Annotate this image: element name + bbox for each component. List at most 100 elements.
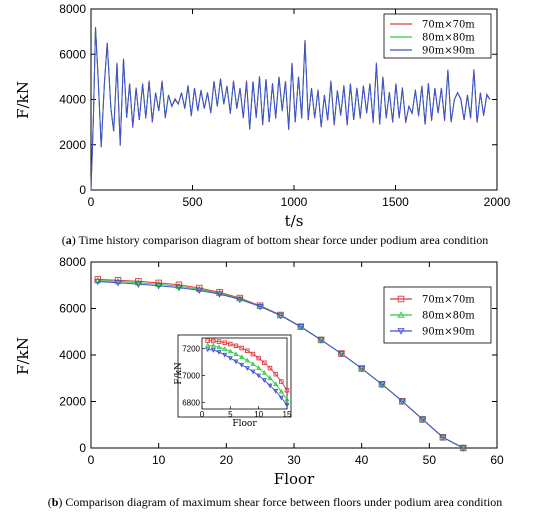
inset-series-line-3: [208, 349, 287, 405]
inset-frame: [178, 335, 291, 417]
inset-point-3: [217, 351, 221, 354]
chart-b-point-3: [460, 446, 466, 451]
chart-a-legend-label: 70m×70m: [422, 20, 475, 31]
chart-b-point-1: [318, 337, 324, 343]
chart-b-point-3: [379, 382, 385, 387]
chart-b-y-axis-label: F/kN: [14, 337, 32, 375]
chart-b-point-3: [217, 292, 223, 297]
chart-b-series-line-2: [98, 281, 463, 448]
caption-a-text: Time history comparison diagram of botto…: [78, 233, 488, 247]
chart-b-point-3: [359, 366, 365, 371]
chart-b-point-2: [318, 337, 324, 342]
chart-a: 0 500 1000 1500 2000 0 2000 4000 6000 8000 70m×70…: [0, 0, 550, 230]
chart-b-point-3: [420, 417, 426, 422]
inset-point-2: [206, 344, 210, 347]
inset-x-tick-label: 0: [200, 410, 205, 419]
chart-a-legend: 70m×70m 80m×80m 90m×90m: [384, 14, 491, 58]
chart-b-point-3: [196, 288, 202, 293]
inset-y-tick-label: 7200: [182, 345, 200, 354]
inset-point-3: [274, 389, 278, 392]
inset-x-tick-label: 15: [283, 410, 292, 419]
chart-b-x-tick-label: 50: [423, 453, 437, 467]
inset-point-1: [223, 341, 227, 345]
inset-point-2: [274, 382, 278, 385]
inset-point-3: [285, 404, 289, 407]
chart-b-point-1: [339, 351, 345, 357]
chart-b-point-3: [136, 282, 142, 287]
chart-b-point-3: [440, 435, 446, 440]
chart-b-point-1: [278, 312, 284, 318]
inset-point-3: [280, 396, 284, 399]
chart-b-point-1: [176, 282, 182, 288]
inset-plot-frame: [202, 338, 287, 409]
chart-b-point-2: [115, 279, 121, 284]
chart-b-point-1: [359, 366, 365, 372]
chart-b-x-tick-label: 40: [355, 453, 369, 467]
inset-point-3: [234, 360, 238, 363]
chart-b-plot-frame: [91, 262, 497, 448]
inset-point-1: [217, 340, 221, 344]
inset-x-tick-label: 5: [228, 410, 233, 419]
chart-b-point-3: [399, 399, 405, 404]
inset-point-3: [268, 384, 272, 387]
chart-b-point-2: [278, 312, 284, 317]
inset-point-3: [229, 357, 233, 360]
inset-series-line-2: [208, 345, 287, 399]
chart-b-x-tick-label: 30: [287, 453, 301, 467]
chart-b-point-2: [339, 351, 345, 356]
inset-point-2: [229, 350, 233, 353]
chart-b-point-1: [115, 277, 121, 283]
chart-b-legend: 70m×70m80m×80m90m×90m: [384, 287, 491, 343]
inset-point-3: [246, 367, 250, 370]
chart-b-point-3: [257, 304, 263, 309]
chart-b-legend-marker: [398, 329, 404, 334]
chart-b-point-1: [460, 445, 466, 451]
inset-point-2: [263, 371, 267, 374]
inset-point-2: [212, 344, 216, 347]
inset-point-2: [223, 347, 227, 350]
chart-a-x-tick-label: 500: [182, 195, 202, 209]
chart-b-point-3: [95, 279, 101, 284]
chart-b-point-3: [156, 283, 162, 288]
chart-b-point-2: [95, 278, 101, 283]
inset-point-1: [212, 339, 216, 343]
inset-point-1: [246, 349, 250, 353]
chart-b-point-3: [278, 313, 284, 318]
chart-b-y-tick-label: 8000: [59, 255, 86, 269]
chart-b-point-1: [257, 303, 263, 309]
chart-b-y-tick-label: 4000: [59, 348, 86, 362]
caption-a-tag: a: [66, 233, 72, 247]
chart-b-point-1: [196, 285, 202, 291]
chart-b-legend-label: 70m×70m: [422, 295, 475, 306]
chart-a-x-tick-label: 2000: [484, 195, 511, 209]
chart-a-legend-label: 80m×80m: [422, 33, 475, 44]
chart-a-y-tick-label: 8000: [59, 2, 86, 16]
chart-b-legend-label: 80m×80m: [422, 311, 475, 322]
chart-a-y-tick-label: 4000: [59, 93, 86, 107]
chart-a-y-tick-label: 0: [79, 183, 86, 197]
chart-b-point-3: [237, 297, 243, 302]
inset-point-3: [263, 379, 267, 382]
chart-b-point-1: [237, 295, 243, 301]
inset-point-3: [240, 363, 244, 366]
inset-point-1: [285, 388, 289, 392]
chart-b-point-2: [237, 296, 243, 301]
inset-point-3: [212, 349, 216, 352]
chart-b-point-1: [399, 398, 405, 404]
chart-b-point-2: [257, 303, 263, 308]
inset-x-tick-label: 10: [254, 410, 263, 419]
inset-point-2: [217, 345, 221, 348]
inset-x-axis-label: Floor: [232, 419, 257, 429]
chart-b-point-2: [440, 435, 446, 440]
inset-point-1: [274, 372, 278, 376]
chart-b-point-2: [460, 445, 466, 450]
chart-b-x-axis-label: Floor: [274, 470, 315, 488]
inset-point-1: [234, 344, 238, 348]
caption-b-text: Comparison diagram of maximum shear forc…: [65, 495, 502, 509]
chart-a-y-tick-label: 2000: [59, 138, 86, 152]
inset-point-1: [251, 352, 255, 356]
inset-point-2: [234, 352, 238, 355]
inset-point-1: [229, 342, 233, 346]
chart-b-point-1: [136, 278, 142, 284]
chart-b-point-1: [420, 417, 426, 423]
